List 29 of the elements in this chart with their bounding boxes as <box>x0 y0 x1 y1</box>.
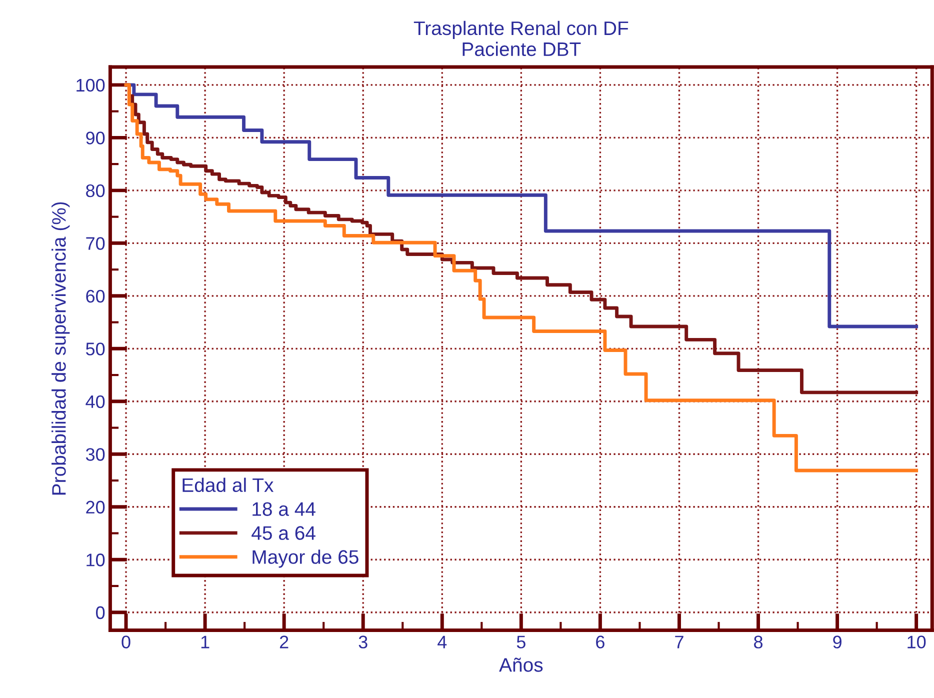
y-tick-label: 20 <box>86 500 105 514</box>
x-axis-title: Años <box>499 658 543 672</box>
y-tick-label: 70 <box>86 237 105 250</box>
y-tick-label: 50 <box>86 342 105 356</box>
x-tick-label: 5 <box>516 636 526 648</box>
x-tick-label: 6 <box>596 636 604 648</box>
x-tick-label: 3 <box>358 636 368 648</box>
chart-title: Trasplante Renal con DF Paciente DBT <box>414 20 628 56</box>
x-tick-label: 0 <box>122 636 130 648</box>
legend-label: Mayor de 65 <box>252 550 358 568</box>
x-tick-label: 9 <box>833 636 842 648</box>
y-tick-label: 90 <box>86 132 105 144</box>
x-tick-label: 10 <box>908 636 926 648</box>
y-tick-label: 40 <box>86 395 105 408</box>
y-tick-label: 60 <box>86 290 105 303</box>
y-tick-label: 10 <box>86 554 105 566</box>
y-tick-label: 0 <box>96 606 105 620</box>
legend-label: 45 a 64 <box>252 526 316 540</box>
x-tick-label: 4 <box>438 636 447 648</box>
x-tick-label: 1 <box>201 636 210 648</box>
legend-label: 18 a 44 <box>252 502 316 516</box>
y-tick-label: 100 <box>76 78 105 92</box>
legend-title: Edad al Tx <box>182 478 274 492</box>
y-axis-title: Probabilidad de supervivencia (%) <box>52 202 70 495</box>
x-tick-label: 8 <box>754 636 762 648</box>
y-tick-label: 30 <box>86 448 105 461</box>
y-tick-label: 80 <box>86 184 105 198</box>
x-tick-label: 2 <box>280 636 288 648</box>
x-tick-label: 7 <box>675 636 684 648</box>
